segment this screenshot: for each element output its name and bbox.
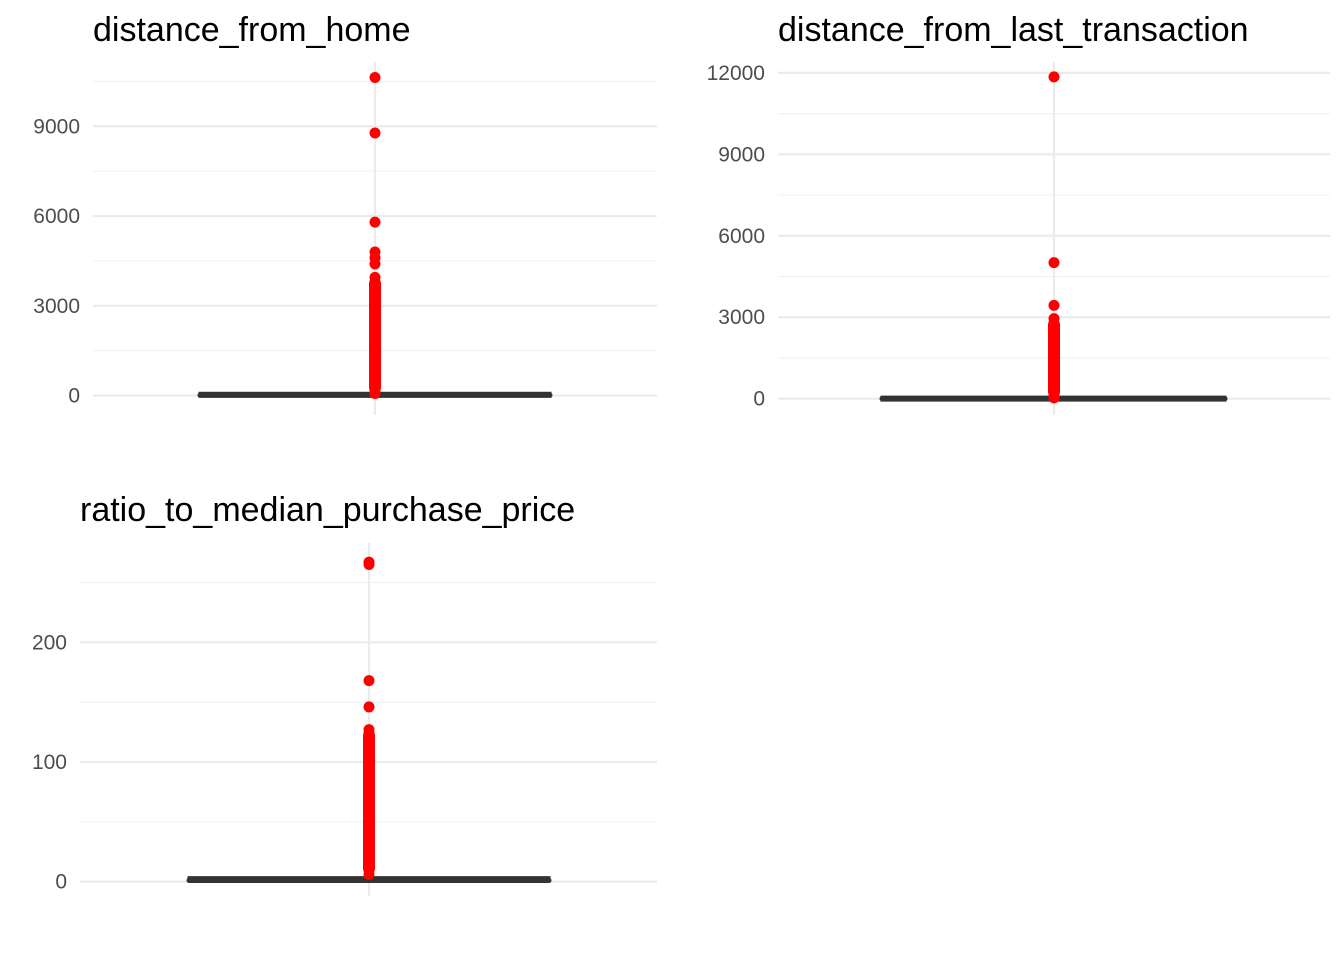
outlier-point [1048,71,1060,83]
y-tick-label: 6000 [33,205,80,228]
outlier-point [369,216,381,228]
y-tick-label: 9000 [718,143,765,166]
y-tick-label: 0 [55,871,67,894]
outlier-point [363,559,375,571]
outlier-band [369,277,381,394]
panel-2-ticks: 0 3000 6000 9000 12000 [707,62,765,411]
outlier-point [363,675,375,687]
y-tick-label: 6000 [718,225,765,248]
outlier-point [369,127,381,139]
panel-1-ticks: 0 3000 6000 9000 [33,115,80,407]
panel-distance-from-last-transaction: 0 3000 6000 9000 12000 distance_from_last_tr… [707,11,1330,415]
panel-1-outliers [369,71,381,399]
outlier-point [1048,257,1060,269]
outlier-point [369,71,381,83]
outlier-band [1048,318,1060,398]
panel-3-ticks: 0 100 200 [32,631,67,893]
panel-3-title: ratio_to_median_purchase_price [80,491,575,529]
outlier-band [363,729,375,875]
panel-1-title: distance_from_home [93,11,411,49]
panel-ratio-to-median-purchase-price: 0 100 200 ratio_to_median_purchase_price [32,491,657,896]
panel-2-outliers [1048,71,1060,404]
y-tick-label: 9000 [33,115,80,138]
y-tick-label: 0 [68,385,80,408]
y-tick-label: 0 [753,388,765,411]
outlier-point [363,701,375,713]
outlier-point [369,258,381,270]
panel-3-outliers [363,556,375,880]
y-tick-label: 200 [32,631,67,654]
panel-distance-from-home: 0 3000 6000 9000 distance_from_home [33,11,657,415]
y-tick-label: 3000 [33,295,80,318]
outlier-point [1048,299,1060,311]
y-tick-label: 100 [32,751,67,774]
y-tick-label: 3000 [718,306,765,329]
y-tick-label: 12000 [707,62,765,85]
panel-2-title: distance_from_last_transaction [778,11,1249,49]
